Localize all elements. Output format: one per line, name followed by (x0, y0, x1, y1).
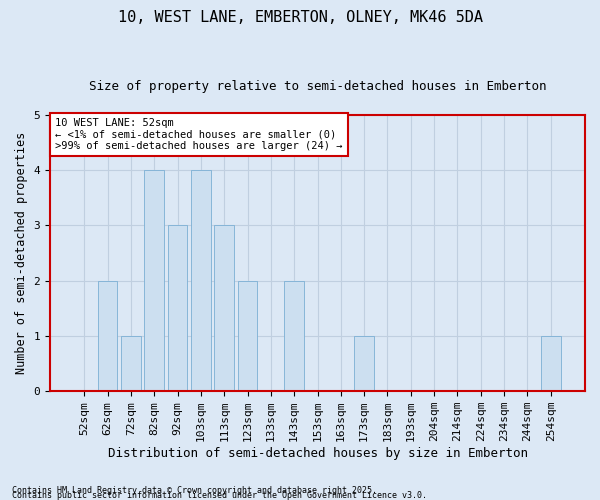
Bar (214, 226, 234, 391)
X-axis label: Distribution of semi-detached houses by size in Emberton: Distribution of semi-detached houses by … (107, 447, 527, 460)
Bar (191, 170, 211, 391)
Text: Contains public sector information licensed under the Open Government Licence v3: Contains public sector information licen… (12, 491, 427, 500)
Text: 10, WEST LANE, EMBERTON, OLNEY, MK46 5DA: 10, WEST LANE, EMBERTON, OLNEY, MK46 5DA (118, 10, 482, 25)
Bar (98, 280, 118, 391)
Y-axis label: Number of semi-detached properties: Number of semi-detached properties (15, 132, 28, 374)
Text: 10 WEST LANE: 52sqm
← <1% of semi-detached houses are smaller (0)
>99% of semi-d: 10 WEST LANE: 52sqm ← <1% of semi-detach… (55, 118, 343, 151)
Bar (167, 226, 187, 391)
Bar (238, 280, 257, 391)
Bar (284, 280, 304, 391)
Title: Size of property relative to semi-detached houses in Emberton: Size of property relative to semi-detach… (89, 80, 546, 93)
Bar (354, 336, 374, 391)
Bar (541, 336, 560, 391)
Bar (121, 336, 141, 391)
Bar (145, 170, 164, 391)
Text: Contains HM Land Registry data © Crown copyright and database right 2025.: Contains HM Land Registry data © Crown c… (12, 486, 377, 495)
